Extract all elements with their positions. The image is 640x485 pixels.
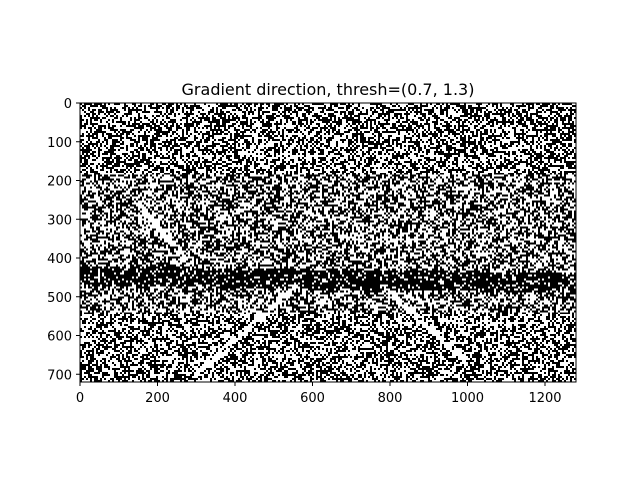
- x-tick-label: 800: [378, 391, 403, 406]
- x-tick-label: 600: [300, 391, 325, 406]
- x-tick-label: 1000: [451, 391, 484, 406]
- gradient-image: [80, 103, 576, 382]
- y-tick-label: 400: [47, 252, 72, 267]
- y-tick-label: 500: [47, 291, 72, 306]
- y-tick-label: 300: [47, 213, 72, 228]
- x-tick-label: 1200: [528, 391, 561, 406]
- y-tick-label: 100: [47, 136, 72, 151]
- axes-frame: [79, 102, 577, 383]
- x-tick-label: 0: [76, 391, 84, 406]
- gradient-raster: [80, 103, 576, 382]
- y-tick-label: 0: [64, 97, 72, 112]
- y-tick-label: 700: [47, 368, 72, 383]
- x-axis: 0 200 400 600 800 1000 1200: [76, 382, 562, 406]
- y-tick-label: 200: [47, 175, 72, 190]
- chart-title: Gradient direction, thresh=(0.7, 1.3): [182, 80, 475, 99]
- x-tick-label: 200: [145, 391, 170, 406]
- x-tick-label: 400: [223, 391, 248, 406]
- y-axis: 0 100 200 300 400 500 600 700: [47, 97, 80, 383]
- y-tick-label: 600: [47, 330, 72, 345]
